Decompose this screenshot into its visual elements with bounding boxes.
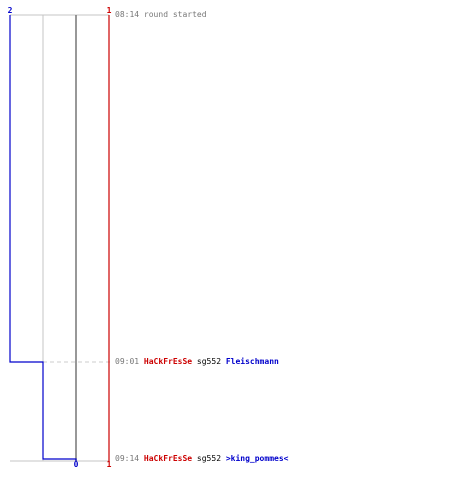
event-victim: Fleischmann bbox=[225, 357, 279, 366]
event-time: 08:14 bbox=[115, 10, 140, 19]
top-value-label: 1 bbox=[107, 6, 112, 15]
series-line-blue bbox=[9, 15, 77, 461]
event-killer: HaCkFrEsSe bbox=[143, 454, 193, 463]
end-value-label-blue: 0 bbox=[74, 460, 79, 469]
event-weapon: sg552 bbox=[196, 454, 222, 463]
event-kill: 09:01 HaCkFrEsSe sg552 Fleischmann bbox=[115, 357, 279, 367]
event-time: 09:01 bbox=[115, 357, 140, 366]
event-time: 09:14 bbox=[115, 454, 140, 463]
event-text: round started bbox=[143, 10, 207, 19]
event-round-start: 08:14 round started bbox=[115, 10, 207, 20]
top-value-label: 2 bbox=[8, 6, 13, 15]
event-victim: >king_pommes< bbox=[225, 454, 289, 463]
end-value-label-red: 1 bbox=[107, 460, 112, 469]
event-weapon: sg552 bbox=[196, 357, 222, 366]
event-kill: 09:14 HaCkFrEsSe sg552 >king_pommes< bbox=[115, 454, 288, 464]
event-killer: HaCkFrEsSe bbox=[143, 357, 193, 366]
